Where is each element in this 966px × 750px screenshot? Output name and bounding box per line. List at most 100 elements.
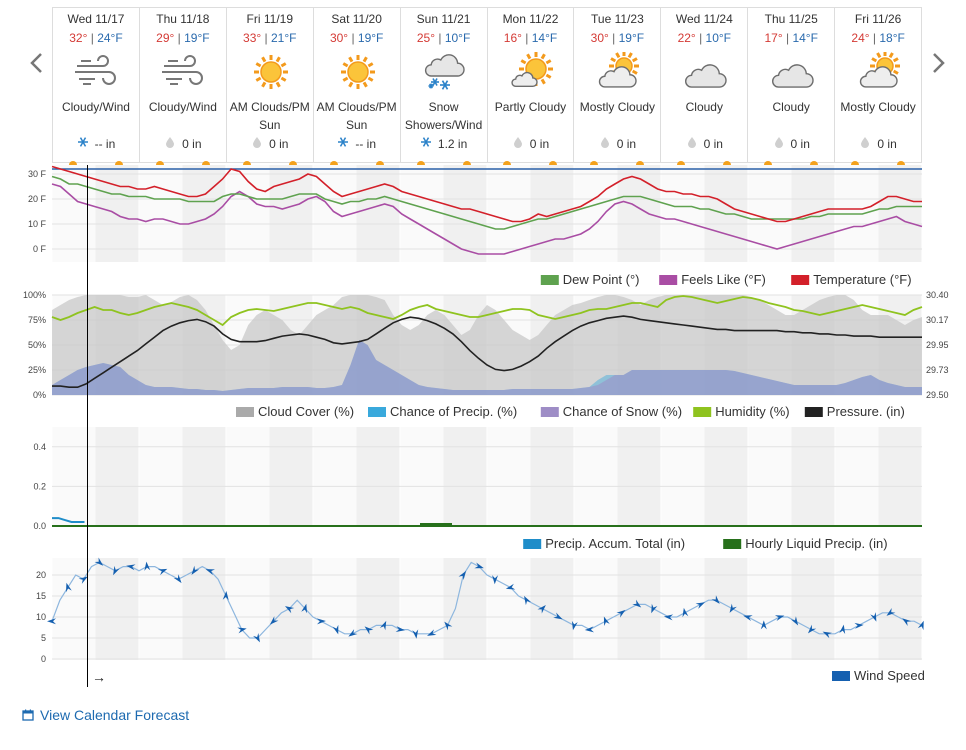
view-calendar-link[interactable]: View Calendar Forecast bbox=[22, 707, 189, 723]
wind-arrow bbox=[78, 576, 88, 584]
day-name: Thu 11/25 bbox=[764, 12, 818, 26]
wind-arrow bbox=[364, 626, 374, 635]
wind-arrow bbox=[144, 561, 151, 571]
previous-arrow-icon[interactable] bbox=[27, 50, 47, 76]
sunrise-icon bbox=[503, 155, 512, 169]
wind-direction-marker bbox=[790, 616, 799, 626]
snowflake-icon bbox=[77, 136, 89, 151]
wind-direction-marker bbox=[144, 561, 151, 571]
legend-item: Wind Speed bbox=[832, 668, 925, 683]
sun-row bbox=[748, 155, 834, 169]
wind-arrow bbox=[316, 618, 326, 625]
day-card[interactable]: Tue 11/23 30° | 19°F Mostly Cloudy 0 in bbox=[574, 8, 662, 165]
wind-arrow bbox=[729, 603, 737, 613]
wind-direction-marker bbox=[774, 615, 785, 621]
hourly-liquid-precip-bar bbox=[420, 523, 452, 526]
wind-arrow bbox=[157, 568, 168, 576]
view-calendar-label[interactable]: View Calendar Forecast bbox=[40, 707, 190, 723]
day-card[interactable]: Sun 11/21 25° | 10°F Snow Showers/Wind 1.… bbox=[401, 8, 488, 165]
snowflake-icon bbox=[420, 136, 432, 151]
condition-text: Snow Showers/Wind bbox=[401, 98, 487, 134]
wind-direction-marker bbox=[729, 603, 737, 613]
wind-arrow bbox=[651, 603, 658, 614]
wind-arrow bbox=[332, 624, 339, 635]
high-temp: 32° bbox=[69, 31, 88, 45]
legend-swatch bbox=[723, 539, 742, 549]
day-card[interactable]: Fri 11/26 24° | 18°F Mostly Cloudy 0 in bbox=[835, 8, 923, 165]
wind-direction-marker bbox=[94, 557, 104, 566]
background-stripe bbox=[661, 558, 705, 660]
axis-tick-label: 10 F bbox=[28, 219, 47, 229]
wind-arrow bbox=[237, 627, 247, 634]
axis-tick-label: 30 F bbox=[28, 169, 47, 179]
condition-line: Mostly Cloudy bbox=[840, 100, 916, 114]
wind-direction-marker bbox=[632, 599, 642, 608]
day-card[interactable]: Thu 11/18 29° | 19°F Cloudy/Wind 0 in bbox=[140, 8, 227, 165]
raindrop-icon bbox=[773, 136, 785, 151]
day-card[interactable]: Fri 11/19 33° | 21°F AM Clouds/PM Sun 0 i… bbox=[227, 8, 314, 165]
background-stripe bbox=[748, 558, 792, 660]
day-card[interactable]: Thu 11/25 17° | 14°F Cloudy 0 in bbox=[748, 8, 836, 165]
day-card[interactable]: Sat 11/20 30° | 19°F AM Clouds/PM Sun -- … bbox=[314, 8, 401, 165]
panel-background bbox=[51, 165, 923, 262]
background-stripe bbox=[356, 165, 400, 262]
daily-forecast-strip: Wed 11/17 32° | 24°F Cloudy/Wind -- in T… bbox=[52, 7, 923, 165]
sunrise-icon bbox=[851, 155, 860, 169]
wind-direction-marker bbox=[505, 583, 516, 590]
sun-row bbox=[401, 155, 487, 169]
wind-direction-marker bbox=[886, 607, 896, 616]
cloud-icon bbox=[681, 52, 729, 92]
background-stripe bbox=[878, 427, 922, 527]
day-card[interactable]: Wed 11/17 32° | 24°F Cloudy/Wind -- in bbox=[53, 8, 140, 165]
precip-value: 0 in bbox=[182, 136, 202, 151]
background-stripe bbox=[182, 165, 226, 262]
day-card[interactable]: Mon 11/22 16° | 14°F Partly Cloudy 0 in bbox=[488, 8, 575, 165]
wind-arrow bbox=[458, 570, 467, 580]
precip-amount: 0 in bbox=[227, 136, 313, 151]
background-stripe bbox=[617, 165, 661, 262]
legend-swatch bbox=[523, 539, 542, 549]
day-name: Thu 11/18 bbox=[156, 12, 210, 26]
background-stripe bbox=[182, 427, 226, 527]
day-temps: 17° | 14°F bbox=[748, 31, 834, 45]
axis-tick-label: 25% bbox=[28, 365, 46, 375]
wind-speed-line bbox=[51, 561, 923, 639]
precip-value: 0 in bbox=[703, 136, 723, 151]
legend-item: Feels Like (°F) bbox=[659, 272, 766, 287]
legend-item: Pressure. (in) bbox=[804, 404, 905, 419]
sun-row bbox=[314, 155, 400, 169]
wind-direction-marker bbox=[492, 575, 499, 585]
background-stripe bbox=[52, 165, 96, 262]
sunset-icon bbox=[810, 155, 819, 169]
background-stripe bbox=[356, 427, 400, 527]
sun-row bbox=[574, 155, 660, 169]
wind-direction-marker bbox=[316, 618, 326, 625]
low-temp: 19°F bbox=[357, 31, 384, 45]
condition-text: AM Clouds/PM Sun bbox=[227, 98, 313, 134]
precip-amount: 1.2 in bbox=[401, 136, 487, 151]
condition-line: Cloudy/Wind bbox=[148, 100, 217, 114]
low-temp: 14°F bbox=[792, 31, 818, 45]
legend-item: Chance of Snow (%) bbox=[540, 404, 682, 419]
raindrop-icon bbox=[686, 136, 698, 151]
next-arrow-icon[interactable] bbox=[928, 50, 948, 76]
sunrise-icon bbox=[68, 155, 77, 169]
wind-direction-marker bbox=[571, 620, 578, 631]
wind-direction-marker bbox=[412, 629, 419, 639]
raindrop-icon bbox=[251, 136, 263, 151]
wind-direction-marker bbox=[379, 620, 387, 631]
day-card[interactable]: Wed 11/24 22° | 10°F Cloudy 0 in bbox=[661, 8, 749, 165]
background-stripe bbox=[835, 558, 879, 660]
wind-direction-marker bbox=[364, 626, 374, 635]
wind-direction-marker bbox=[332, 624, 339, 635]
chance-of-snow-area bbox=[52, 340, 922, 395]
wind-direction-marker bbox=[47, 618, 56, 625]
axis-tick-label: 20 bbox=[36, 570, 46, 580]
wind-arrow bbox=[571, 620, 578, 631]
background-stripe bbox=[791, 427, 835, 527]
pressure-line bbox=[52, 315, 922, 388]
axis-tick-label: 0% bbox=[33, 390, 46, 400]
legend-item: Cloud Cover (%) bbox=[236, 404, 354, 419]
legend-swatch bbox=[791, 275, 810, 285]
sun-row bbox=[53, 155, 139, 169]
